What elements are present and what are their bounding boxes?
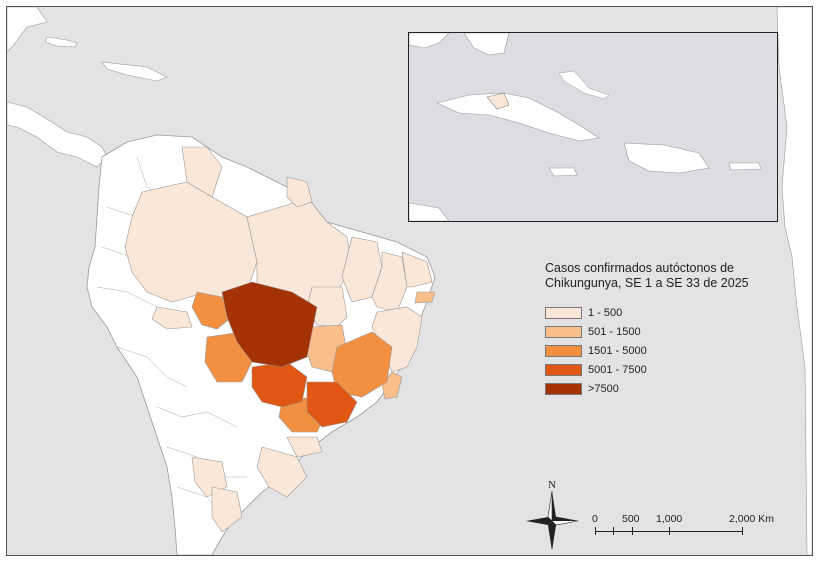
- scale-label: 0: [592, 513, 598, 525]
- legend-title-line2: Chikungunya, SE 1 a SE 33 de 2025: [545, 276, 749, 290]
- jamaica-inset: [548, 167, 578, 177]
- state-acre: [151, 306, 193, 330]
- legend-label: 501 - 1500: [588, 325, 641, 338]
- compass-icon: N: [526, 479, 579, 551]
- state-pernambuco: [414, 291, 436, 304]
- cuba-inset: [436, 92, 600, 142]
- legend-swatch: [545, 306, 582, 319]
- state-amapa: [286, 176, 313, 208]
- state-rondonia: [191, 291, 233, 330]
- state-ceara: [401, 251, 433, 288]
- scale-label: 500: [622, 513, 640, 525]
- inset-svg: [409, 33, 762, 221]
- state-mato-grosso-do-sul: [251, 361, 308, 408]
- legend-title-line1: Casos confirmados autóctonos de: [545, 261, 734, 275]
- cuba-land: [44, 36, 78, 48]
- state-sao-paulo: [306, 381, 358, 428]
- legend-swatch: [545, 363, 582, 376]
- hispaniola-inset: [623, 142, 710, 174]
- florida-land: [463, 33, 510, 56]
- scale-label: 1,000: [656, 513, 683, 525]
- legend-swatch: [545, 382, 582, 395]
- scale-tick: [669, 527, 670, 535]
- legend-item: 501 - 1500: [545, 322, 785, 341]
- scale-line: [595, 531, 742, 532]
- central-america-isthmus: [7, 101, 108, 168]
- puerto-rico-inset: [728, 162, 762, 171]
- legend-swatch: [545, 344, 582, 357]
- state-rio-grande-do-sul: [256, 446, 308, 498]
- state-santa-catarina: [286, 436, 323, 458]
- legend-item: 1501 - 5000: [545, 341, 785, 360]
- legend-label: 1501 - 5000: [588, 344, 647, 357]
- africa-land: [776, 7, 812, 555]
- scale-bar: 0 500 1,000 2,000 Km: [592, 513, 792, 543]
- legend-label: 5001 - 7500: [588, 363, 647, 376]
- north-arrow: N: [522, 477, 582, 551]
- cuba-highlight-state: [486, 92, 510, 110]
- state-roraima: [181, 146, 223, 198]
- state-mato-grosso: [221, 281, 318, 368]
- caribbean-islands-land: [101, 61, 168, 82]
- state-minas-gerais: [331, 331, 393, 398]
- north-label: N: [548, 479, 556, 491]
- map-frame: Casos confirmados autóctonos de Chikungu…: [6, 6, 813, 556]
- legend-item: 1 - 500: [545, 303, 785, 322]
- legend-title: Casos confirmados autóctonos de Chikungu…: [545, 261, 785, 291]
- legend: Casos confirmados autóctonos de Chikungu…: [545, 261, 785, 398]
- legend-item: >7500: [545, 379, 785, 398]
- scale-label: 2,000 Km: [729, 513, 774, 525]
- scale-tick: [632, 527, 633, 535]
- bahamas-inset: [558, 70, 610, 100]
- central-america-land: [7, 7, 48, 53]
- scale-tick: [595, 527, 596, 535]
- state-bahia: [371, 306, 423, 373]
- state-piaui: [371, 251, 408, 313]
- scale-tick: [613, 527, 614, 535]
- state-argentina-north: [211, 486, 243, 533]
- legend-label: 1 - 500: [588, 306, 623, 319]
- legend-label: >7500: [588, 382, 619, 395]
- caribbean-inset-map: [408, 32, 778, 222]
- scale-tick: [742, 527, 743, 535]
- legend-swatch: [545, 325, 582, 338]
- north-america-coast: [409, 33, 450, 49]
- legend-item: 5001 - 7500: [545, 360, 785, 379]
- main-map: [7, 7, 812, 555]
- central-america-inset: [409, 202, 450, 221]
